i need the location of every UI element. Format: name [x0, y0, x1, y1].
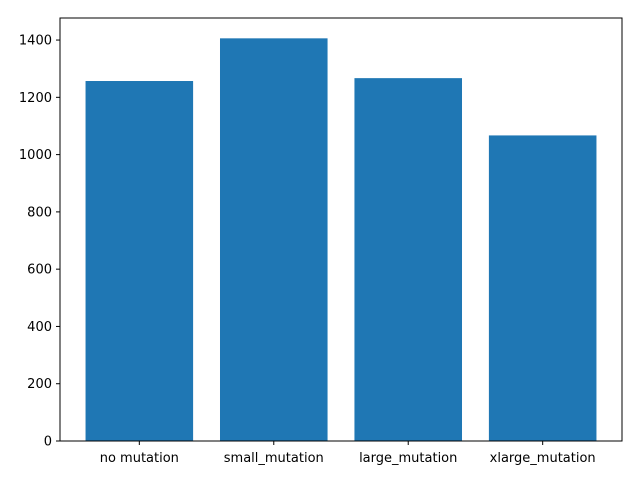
bar-small-mutation — [219, 38, 328, 441]
plot-frame — [59, 17, 623, 442]
x-tick-label: small_mutation — [224, 451, 324, 466]
x-tick-label: no mutation — [100, 451, 179, 466]
y-tick-label: 1000 — [19, 148, 52, 163]
y-axis-ticks: 0 200 400 600 800 1000 1200 1400 — [19, 34, 60, 450]
bar-large-mutation — [354, 78, 463, 441]
y-tick-label: 1200 — [19, 91, 52, 106]
y-tick-label: 600 — [27, 263, 52, 278]
bars-layer — [85, 38, 597, 441]
bar-no-mutation — [85, 81, 194, 441]
bar-xlarge-mutation — [488, 135, 597, 441]
y-tick-label: 200 — [27, 377, 52, 392]
x-axis-ticks: no mutation small_mutation large_mutation x… — [100, 441, 596, 466]
y-tick-label: 800 — [27, 205, 52, 220]
y-tick-label: 400 — [27, 320, 52, 335]
x-tick-label: xlarge_mutation — [490, 451, 596, 466]
x-tick-label: large_mutation — [359, 451, 457, 466]
y-tick-label: 0 — [44, 435, 52, 450]
y-tick-label: 1400 — [19, 34, 52, 49]
